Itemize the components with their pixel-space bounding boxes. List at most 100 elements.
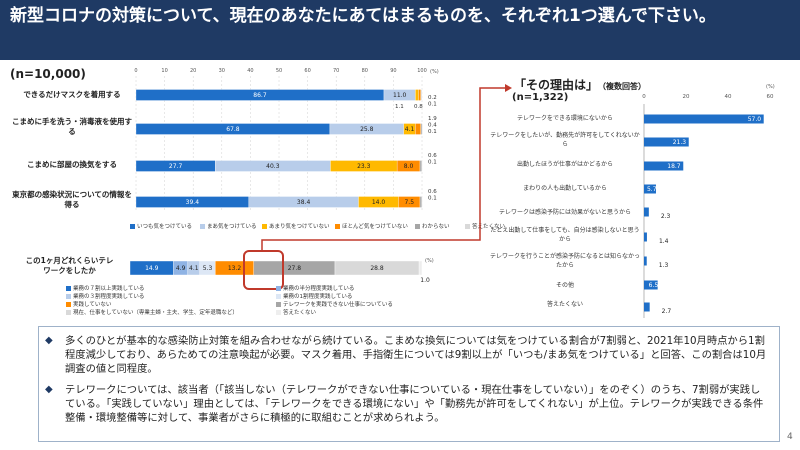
x-tick-100: 100 [417, 68, 427, 74]
sample-size-label: (n=10,000) [10, 67, 86, 81]
reason-value-6: 1.3 [659, 262, 669, 269]
bar-segment-2-5 [421, 160, 423, 172]
bar-segment-3-5 [421, 196, 423, 208]
telework-question-label: この1ヶ月どれくらいテレワークをしたか [25, 256, 114, 275]
reason-label-other: その他 [555, 282, 574, 289]
legend-wakaranai: わからない [415, 222, 450, 230]
question-label-info: 東京都の感染状況についての情報を得る [12, 190, 132, 209]
reason-chart-title: 「その理由は」 （複数回答） [514, 78, 647, 92]
x-tick-70: 70 [333, 68, 339, 74]
legend-itsumo: いつも気をつけている [130, 222, 192, 230]
reason-value-2: 18.7 [667, 163, 681, 170]
data-label-out-1-5: 0.1 [428, 129, 437, 135]
reason-value-8: 2.7 [662, 308, 672, 315]
tele-bar-segment-7 [418, 260, 423, 276]
x-tick-90: 90 [390, 68, 396, 74]
reason-label-efficiency: 出勤したほうが仕事がはかどるから [516, 161, 613, 168]
legend-tele-half: 業務の半分程度実践している [276, 284, 354, 292]
data-label-out-1-3: 1.9 [428, 116, 437, 122]
legend-tele-10: 業務の1割程度実践している [276, 292, 352, 300]
reason-bar-6 [644, 256, 647, 266]
data-label-out-0-4: 0.2 [428, 95, 437, 101]
title-banner: 新型コロナの対策について、現在のあなたにあてはまるものを、それぞれ1つ選んで下さ… [0, 0, 800, 60]
data-label-1-1: 25.8 [360, 126, 374, 133]
tele-data-label-1: 4.9 [176, 265, 186, 272]
data-label-0-1: 11.0 [393, 92, 407, 99]
question-label-ventilation: こまめに部屋の換気をする [27, 160, 117, 169]
legend-tele-nojob: 現在、仕事をしていない（専業主婦・主夫、学生、定年退職など） [66, 308, 238, 316]
data-label-out-3-5: 0.1 [428, 196, 437, 202]
data-label-out-2-5: 0.1 [428, 160, 437, 166]
reason-bar-2 [644, 161, 684, 171]
reason-value-0: 57.0 [748, 116, 762, 123]
x-tick-40: 40 [247, 68, 253, 74]
page-title: 新型コロナの対策について、現在のあなたにあてはまるものを、それぞれ1つ選んで下さ… [10, 6, 716, 26]
x-unit: (%) [430, 69, 439, 75]
reason-x-tick-60: 60 [767, 94, 774, 100]
reason-value-7: 6.5 [649, 282, 659, 289]
bar-segment-1-5 [421, 123, 423, 135]
summary-note-telework: テレワークについては、該当者（「該当しない（テレワークができない仕事についている… [45, 383, 770, 425]
x-tick-60: 60 [304, 68, 310, 74]
tele-data-label-7: 1.0 [420, 277, 430, 284]
reason-label-no-infection: たとえ出勤して仕事をしても、自分は感染しないと思うから [490, 227, 640, 243]
x-tick-50: 50 [276, 68, 282, 74]
question-label-handwash: こまめに手を洗う・消毒液を使用する [12, 117, 132, 136]
data-label-2-1: 40.3 [266, 163, 280, 170]
summary-box: 多くのひとが基本的な感染防止対策を組み合わせながら続けている。こまめな換気につい… [38, 326, 780, 442]
data-label-1-2: 4.1 [405, 126, 415, 133]
data-label-0-0: 86.7 [253, 92, 267, 99]
reason-x-unit: (%) [766, 84, 775, 90]
reason-x-tick-40: 40 [725, 94, 732, 100]
question-label-mask: できるだけマスクを着用する [23, 90, 121, 99]
reason-bar-8 [644, 302, 650, 312]
legend-amari: あまり気をつけていない [262, 222, 330, 230]
data-label-2-3: 8.0 [404, 163, 414, 170]
data-label-3-3: 7.5 [404, 199, 414, 206]
legend-tele-30: 業務の３割程度実践している [66, 292, 144, 300]
reason-bar-7 [644, 280, 658, 290]
reason-label-environment: テレワークをできる環境にないから [517, 115, 613, 122]
data-label-out-1-4: 0.4 [428, 123, 437, 129]
legend-maa: まあ気をつけている [200, 222, 257, 230]
tele-data-label-0: 14.9 [145, 265, 159, 272]
x-tick-10: 10 [161, 68, 167, 74]
reason-bar-0 [644, 114, 764, 124]
data-label-out-2-4: 0.6 [428, 153, 437, 159]
reason-bar-5 [644, 232, 647, 242]
data-label-out-0-3: 0.8 [414, 104, 423, 110]
connector-line [261, 87, 505, 250]
reason-bar-1 [644, 137, 689, 147]
tele-data-label-5: 27.8 [288, 265, 302, 272]
legend-tele-noanswer: 答えたくない [276, 308, 316, 316]
x-tick-20: 20 [190, 68, 196, 74]
legend-kotaenai: 答えたくない [465, 222, 505, 230]
tele-data-label-3: 5.3 [203, 265, 213, 272]
legend-tele-cannot: テレワークを実践できない仕事についている [276, 300, 393, 308]
tele-data-label-6: 28.8 [370, 265, 384, 272]
data-label-3-0: 39.4 [186, 199, 200, 206]
reason-x-tick-20: 20 [683, 94, 690, 100]
data-label-3-2: 14.0 [372, 199, 386, 206]
data-label-3-1: 38.4 [297, 199, 311, 206]
legend-hotondo: ほとんど気をつけていない [335, 222, 408, 230]
highlight-not-practicing [243, 250, 284, 290]
connector-arrow [505, 84, 512, 92]
reason-value-1: 21.3 [673, 139, 687, 146]
tele-x-unit: (%) [425, 258, 434, 264]
data-label-2-0: 27.7 [169, 163, 183, 170]
tele-data-label-4: 13.2 [228, 265, 242, 272]
reason-sample-size: (n=1,322) [512, 92, 569, 103]
bar-segment-0-5 [421, 89, 423, 101]
page-number: 4 [787, 432, 793, 442]
data-label-out-3-4: 0.6 [428, 189, 437, 195]
data-label-1-0: 67.8 [226, 126, 240, 133]
reason-label-employer: テレワークをしたいが、勤務先が許可をしてくれないから [490, 132, 640, 148]
legend-tele-not: 実践していない [66, 300, 111, 308]
legend-tele-70: 業務の７割以上実践している [66, 284, 144, 292]
data-label-2-2: 23.3 [357, 163, 371, 170]
data-label-out-0-5: 0.1 [428, 102, 437, 108]
